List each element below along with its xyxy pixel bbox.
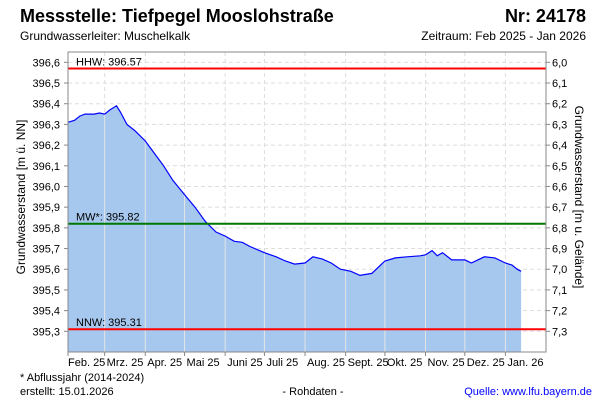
y-axis-left: 396,6 396,5 396,4 396,3 396,2 396,1 396,0 395,9… bbox=[32, 57, 68, 338]
level-area bbox=[68, 105, 522, 352]
x-tick-label: Okt. 25 bbox=[387, 357, 422, 369]
y2-tick-label: 6,0 bbox=[552, 57, 567, 69]
x-tick-label: Feb. 25 bbox=[68, 357, 105, 369]
y-tick-label: 396,4 bbox=[32, 99, 60, 111]
y2-tick-label: 6,9 bbox=[552, 244, 567, 256]
y-tick-label: 395,3 bbox=[32, 326, 60, 338]
y2-tick-label: 7,3 bbox=[552, 326, 567, 338]
x-tick-label: Juli 25 bbox=[266, 357, 298, 369]
y-tick-label: 395,8 bbox=[32, 223, 60, 235]
y2-tick-label: 6,8 bbox=[552, 223, 567, 235]
y2-axis-label: Grundwasserstand [m u. Gelände] bbox=[572, 106, 586, 289]
y-tick-label: 396,5 bbox=[32, 78, 60, 90]
x-tick-label: Mrz. 25 bbox=[107, 357, 144, 369]
reference-label: NNW: 395.31 bbox=[76, 317, 142, 329]
level-line bbox=[67, 104, 522, 277]
aquifer-label: Grundwasserleiter: Muschelkalk bbox=[20, 29, 191, 43]
y2-tick-label: 7,2 bbox=[552, 306, 567, 318]
x-axis: Feb. 25 Mrz. 25 Apr. 25 Mai 25 Juni 25 Juli 2… bbox=[67, 352, 543, 369]
y-tick-label: 395,7 bbox=[32, 244, 60, 256]
y-tick-label: 396,6 bbox=[32, 57, 60, 69]
raw-data-label: - Rohdaten - bbox=[282, 386, 343, 398]
y2-tick-label: 6,6 bbox=[552, 181, 567, 193]
y-axis-label: Grundwasserstand [m ü. NN] bbox=[14, 120, 28, 275]
chart-title: Messstelle: Tiefpegel Mooslohstraße bbox=[20, 6, 334, 26]
y-axis-right: 6,0 6,1 6,2 6,3 6,4 6,5 6,6 6,7 6,8 6,9 7,0 7,1 7,2 7… bbox=[546, 57, 567, 338]
x-tick-label: Aug. 25 bbox=[307, 357, 345, 369]
y-tick-label: 395,9 bbox=[32, 202, 60, 214]
y-tick-label: 396,1 bbox=[32, 161, 60, 173]
source-link[interactable]: Quelle: www.lfu.bayern.de bbox=[464, 386, 592, 398]
y-tick-label: 396,0 bbox=[32, 181, 60, 193]
y-tick-label: 396,3 bbox=[32, 119, 60, 131]
y-tick-label: 395,6 bbox=[32, 264, 60, 276]
y2-tick-label: 7,0 bbox=[552, 264, 567, 276]
station-number: Nr: 24178 bbox=[505, 6, 586, 26]
footnote: * Abflussjahr (2014-2024) bbox=[20, 372, 144, 384]
y-tick-label: 395,4 bbox=[32, 306, 60, 318]
period-label: Zeitraum: Feb 2025 - Jan 2026 bbox=[421, 29, 586, 43]
y2-tick-label: 6,5 bbox=[552, 161, 567, 173]
created-date: erstellt: 15.01.2026 bbox=[20, 386, 114, 398]
x-tick-label: Apr. 25 bbox=[147, 357, 182, 369]
x-tick-label: Juni 25 bbox=[227, 357, 262, 369]
y2-tick-label: 6,7 bbox=[552, 202, 567, 214]
y2-tick-label: 6,2 bbox=[552, 99, 567, 111]
y2-tick-label: 6,3 bbox=[552, 119, 567, 131]
x-tick-label: Jan. 26 bbox=[507, 357, 543, 369]
y2-tick-label: 7,1 bbox=[552, 285, 567, 297]
x-tick-label: Nov. 25 bbox=[428, 357, 465, 369]
plot-frame bbox=[67, 51, 547, 353]
reference-label: HHW: 396.57 bbox=[76, 57, 142, 69]
y-tick-label: 395,5 bbox=[32, 285, 60, 297]
x-tick-label: Dez. 25 bbox=[467, 357, 505, 369]
y-tick-label: 396,2 bbox=[32, 140, 60, 152]
x-tick-label: Sept. 25 bbox=[348, 357, 389, 369]
y2-tick-label: 6,4 bbox=[552, 140, 567, 152]
y2-tick-label: 6,1 bbox=[552, 78, 567, 90]
x-tick-label: Mai 25 bbox=[187, 357, 220, 369]
reference-lines: HHW: 396.57 MW*: 395.82 NNW: 395.31 bbox=[68, 57, 546, 331]
reference-label: MW*: 395.82 bbox=[76, 212, 140, 224]
